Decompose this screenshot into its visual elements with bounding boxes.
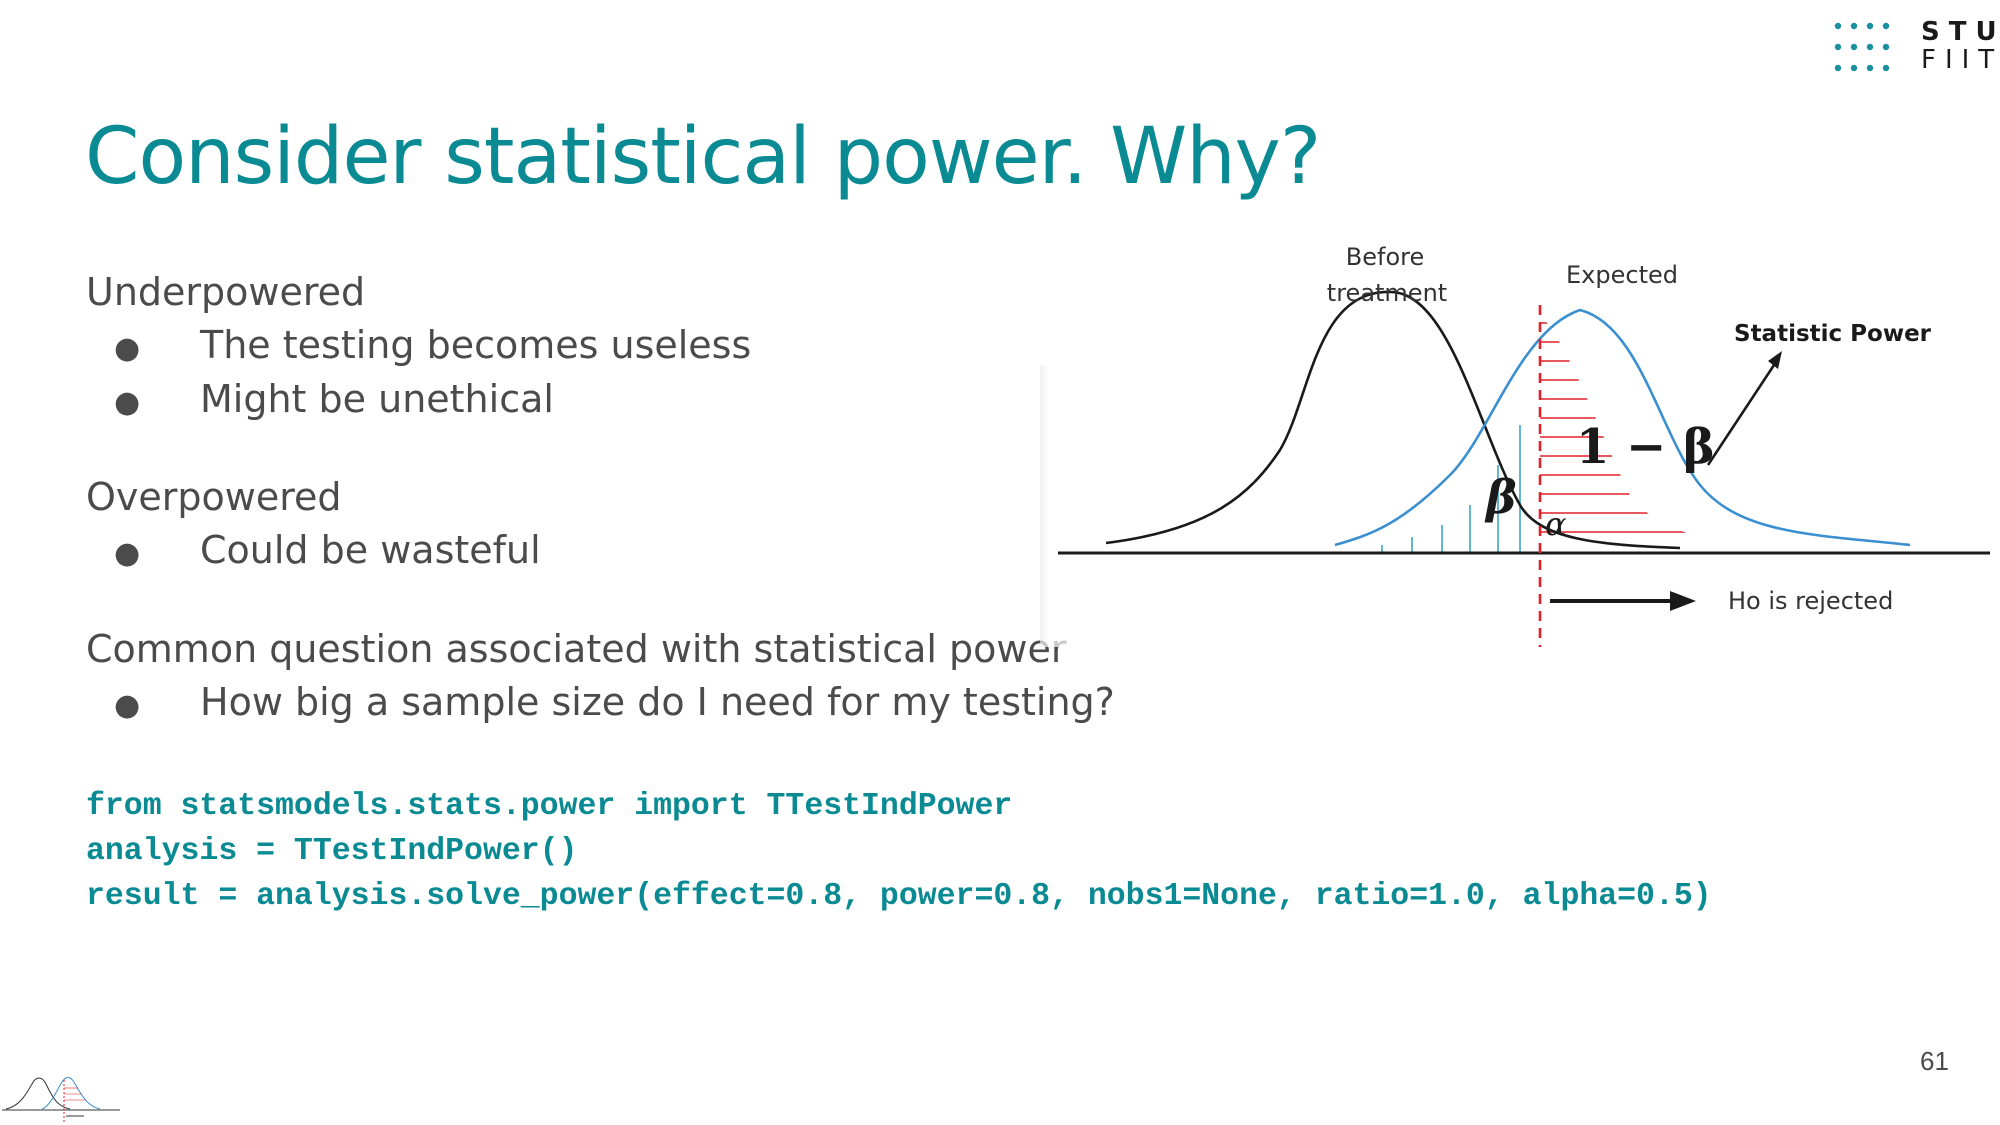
expected-curve: [1334, 308, 1911, 547]
bullet-glyph: ●: [114, 688, 141, 723]
logo-text: STU FIIT: [1921, 18, 2000, 74]
code-line: result = analysis.solve_power(effect=0.8…: [86, 879, 1712, 914]
label-statistic-power: Statistic Power: [1734, 321, 1932, 347]
bullet-item: ● Might be unethical: [114, 377, 554, 421]
statistical-power-diagram: Before treatment Expected Statistic Powe…: [1040, 243, 1990, 647]
stu-fiit-logo: STU FIIT: [1833, 18, 1997, 76]
bullet-text: How big a sample size do I need for my t…: [200, 680, 1115, 724]
bullet-glyph: ●: [114, 331, 141, 366]
logo-line-1: STU: [1921, 17, 2000, 47]
page-number: 61: [1920, 1046, 1949, 1076]
bullet-text: Could be wasteful: [200, 528, 541, 572]
label-before-line1: Before: [1346, 243, 1424, 271]
power-pointer-arrow-icon: [1706, 351, 1782, 466]
before-curve: [1105, 290, 1681, 550]
bullet-item: ● The testing becomes useless: [114, 323, 751, 367]
section-heading-common-question: Common question associated with statisti…: [86, 627, 1067, 671]
label-beta: β: [1484, 470, 1517, 524]
section-heading-overpowered: Overpowered: [86, 475, 342, 519]
logo-dot-grid-icon: [1834, 22, 1890, 72]
rejection-arrow-icon: [1550, 591, 1696, 611]
code-block: from statsmodels.stats.power import TTes…: [86, 784, 1712, 919]
section-heading-underpowered: Underpowered: [86, 270, 366, 314]
label-ho-rejected: Ho is rejected: [1728, 587, 1893, 615]
code-line: from statsmodels.stats.power import TTes…: [86, 789, 1013, 824]
bullet-item: ● How big a sample size do I need for my …: [114, 680, 1115, 724]
bullet-text: The testing becomes useless: [200, 323, 752, 367]
label-one-minus-beta: 1 − β: [1576, 419, 1715, 475]
figure-fade: [1040, 365, 1150, 647]
bullet-glyph: ●: [114, 536, 141, 571]
bullet-glyph: ●: [114, 385, 141, 420]
logo-line-2: FIIT: [1921, 45, 2000, 75]
label-expected: Expected: [1566, 261, 1678, 289]
slide-title: Consider statistical power. Why?: [85, 112, 1321, 202]
label-before-line2: treatment: [1327, 279, 1447, 307]
code-line: analysis = TTestIndPower(): [86, 834, 578, 869]
figure-thumbnail: [2, 1077, 120, 1122]
bullet-item: ● Could be wasteful: [114, 528, 541, 572]
label-alpha: α: [1545, 505, 1567, 543]
beta-hatch: [1381, 425, 1521, 553]
bullet-text: Might be unethical: [200, 377, 554, 421]
